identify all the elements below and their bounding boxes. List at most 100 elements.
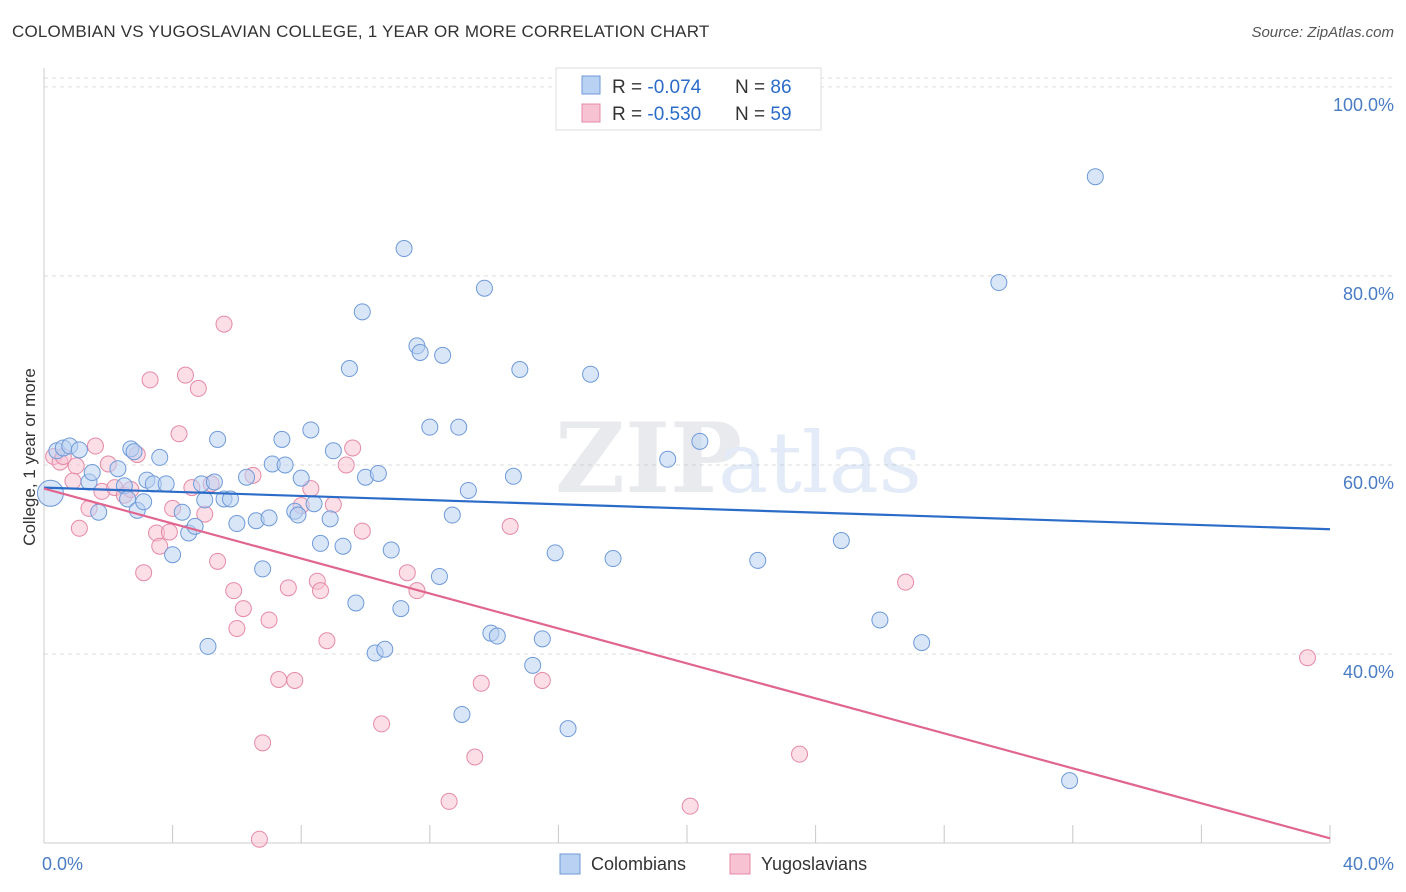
colombians-point-75 <box>582 365 600 383</box>
yugoslavians-point-43 <box>324 496 342 514</box>
colombians-point-27 <box>209 430 227 448</box>
yugoslavians-point-26 <box>209 552 227 570</box>
colombians-point-61 <box>434 346 452 364</box>
yugoslavians-point-52 <box>472 674 490 692</box>
yugoslavians-point-23 <box>189 379 207 397</box>
colombians-point-66 <box>475 279 493 297</box>
yugoslavians-trend-line <box>43 487 1331 840</box>
yugoslavians-points <box>45 315 1316 848</box>
stats-n-value-0: 86 <box>770 77 791 98</box>
colombians-point-62 <box>443 506 461 524</box>
yugoslavians-point-17 <box>151 537 169 555</box>
stats-r-value-0: -0.074 <box>647 77 701 98</box>
colombians-point-55 <box>392 600 410 618</box>
yugoslavians-point-27 <box>215 315 233 333</box>
yugoslavians-point-46 <box>353 522 371 540</box>
colombians-point-52 <box>369 464 387 482</box>
colombians-point-74 <box>559 720 577 738</box>
colombians-point-72 <box>533 630 551 648</box>
colombians-point-53 <box>376 640 394 658</box>
colombians-point-59 <box>421 418 439 436</box>
colombians-point-47 <box>340 360 358 378</box>
colombians-point-65 <box>459 481 477 499</box>
stats-r-value-1: -0.530 <box>647 104 701 125</box>
svg-text:N = 86: N = 86 <box>735 77 792 98</box>
chart-title: COLOMBIAN VS YUGOSLAVIAN COLLEGE, 1 YEAR… <box>12 22 710 41</box>
colombians-point-26 <box>205 473 223 491</box>
yugoslavians-point-7 <box>86 437 104 455</box>
colombians-point-6 <box>83 464 101 482</box>
yugoslavians-point-30 <box>234 600 252 618</box>
colombians-point-79 <box>749 551 767 569</box>
yugoslavians-point-51 <box>466 748 484 766</box>
yugoslavians-point-47 <box>373 715 391 733</box>
colombians-point-78 <box>691 432 709 450</box>
yugoslavians-point-34 <box>260 611 278 629</box>
yugoslavians-point-14 <box>135 564 153 582</box>
legend-swatch-yugoslavians <box>729 853 751 875</box>
y-tick-label-100: 100.0% <box>1333 95 1394 115</box>
colombians-point-18 <box>157 475 175 493</box>
colombians-point-56 <box>395 240 413 258</box>
colombians-point-54 <box>382 541 400 559</box>
y-tick-label-60: 60.0% <box>1343 473 1394 493</box>
colombians-point-36 <box>273 430 291 448</box>
colombians-point-83 <box>990 274 1008 292</box>
yugoslavians-point-36 <box>279 579 297 597</box>
y-axis-tick-labels: 40.0% 60.0% 80.0% 100.0% <box>1333 95 1394 682</box>
colombians-point-77 <box>659 450 677 468</box>
yugoslavians-point-54 <box>533 671 551 689</box>
source-label: Source: ZipAtlas.com <box>1251 24 1394 41</box>
colombians-point-70 <box>511 360 529 378</box>
svg-text:N = 59: N = 59 <box>735 104 792 125</box>
colombians-point-85 <box>1086 168 1104 186</box>
stats-r-label-1: R = <box>612 104 647 125</box>
yugoslavians-point-44 <box>337 456 355 474</box>
colombians-point-44 <box>321 510 339 528</box>
colombians-point-14 <box>135 493 153 511</box>
colombians-point-37 <box>276 456 294 474</box>
yugoslavians-point-45 <box>344 439 362 457</box>
colombians-point-4 <box>70 441 88 459</box>
colombians-point-84 <box>1061 772 1079 790</box>
yugoslavians-point-35 <box>270 670 288 688</box>
colombians-point-58 <box>411 343 429 361</box>
colombians-point-29 <box>221 490 239 508</box>
colombians-point-71 <box>524 656 542 674</box>
colombians-point-34 <box>260 509 278 527</box>
legend-label-colombians: Colombians <box>591 854 686 874</box>
yugoslavians-point-32 <box>250 830 268 848</box>
yugoslavians-point-50 <box>440 792 458 810</box>
yugoslavians-point-15 <box>141 371 159 389</box>
colombians-point-46 <box>334 537 352 555</box>
colombians-point-42 <box>305 495 323 513</box>
yugoslavians-point-21 <box>176 366 194 384</box>
stats-legend-swatch-blue <box>581 75 601 95</box>
watermark-zip: ZIP <box>555 402 742 515</box>
colombians-point-73 <box>546 544 564 562</box>
colombians-point-48 <box>347 594 365 612</box>
yugoslavians-point-29 <box>228 619 246 637</box>
colombians-point-24 <box>196 491 214 509</box>
y-axis-label: College, 1 year or more <box>20 368 39 546</box>
yugoslavians-point-48 <box>398 564 416 582</box>
yugoslavians-point-5 <box>70 519 88 537</box>
yugoslavians-point-42 <box>318 632 336 650</box>
yugoslavians-point-4 <box>67 457 85 475</box>
stats-legend-swatch-pink <box>581 103 601 123</box>
x-tick-label-max: 40.0% <box>1343 854 1394 874</box>
colombians-points <box>36 168 1104 790</box>
yugoslavians-point-37 <box>286 671 304 689</box>
bottom-legend: Colombians Yugoslavians <box>559 853 867 875</box>
colombians-point-43 <box>311 534 329 552</box>
legend-swatch-colombians <box>559 853 581 875</box>
watermark: ZIP atlas <box>555 402 922 515</box>
y-tick-label-80: 80.0% <box>1343 284 1394 304</box>
colombians-point-31 <box>238 468 256 486</box>
colombians-point-81 <box>871 611 889 629</box>
colombians-point-69 <box>504 467 522 485</box>
yugoslavians-point-28 <box>225 582 243 600</box>
colombians-point-19 <box>164 546 182 564</box>
colombians-point-20 <box>173 503 191 521</box>
